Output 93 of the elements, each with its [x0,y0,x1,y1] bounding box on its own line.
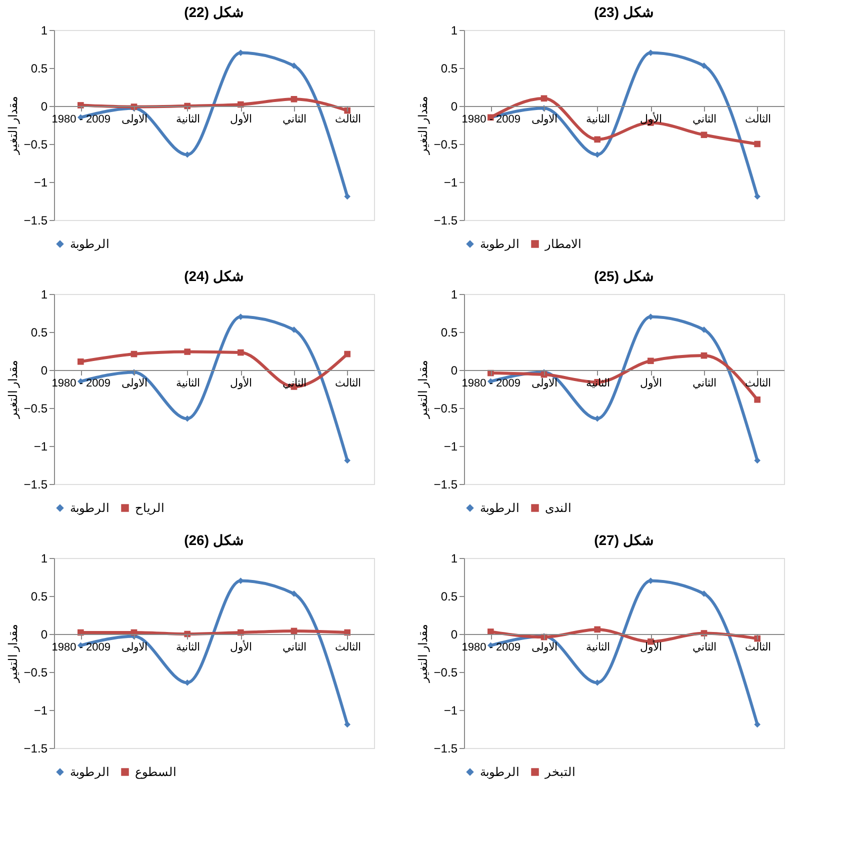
x-tick-label: الاولى [122,378,148,390]
legend-label: الامطار [544,237,581,251]
legend-label: الرطوبة [480,765,519,779]
x-tick-label: الاولى [532,378,558,390]
y-tick-label: −0.5 [434,138,458,152]
y-tick-label: 0.5 [30,590,48,604]
x-tick-label: الاولى [532,114,558,126]
legend-label: الندى [545,501,571,515]
y-axis-title: مقدار التغير [416,96,430,156]
y-tick-label: 1 [40,552,48,566]
y-tick-label: 1 [40,24,48,38]
x-tick-label: 1980 - 2009 [462,114,521,126]
y-tick-label: 0.5 [440,590,458,604]
y-axis-title: مقدار التغير [6,96,20,156]
chart-title: شكل (23) [594,4,654,20]
y-tick-label: −1.5 [24,214,48,228]
x-tick-label: الثالث [334,642,361,654]
x-tick-label: 1980 - 2009 [462,378,521,390]
legend-label: السطوع [135,765,176,779]
y-tick-label: 0.5 [30,62,48,76]
y-tick-label: 0 [40,364,48,378]
chart-title: شكل (26) [184,532,244,548]
y-tick-label: −0.5 [24,138,48,152]
legend-label: الرطوبة [70,237,109,251]
legend-label: الرطوبة [70,765,109,779]
y-tick-label: −0.5 [24,666,48,680]
y-tick-label: −1.5 [434,478,458,492]
y-tick-label: 1 [450,552,458,566]
y-tick-label: 0.5 [440,62,458,76]
legend-label: الرطوبة [70,501,109,515]
x-tick-label: الثاني [692,378,716,390]
x-tick-label: الثالث [744,114,771,126]
x-tick-label: الثالث [334,378,361,390]
y-tick-label: 1 [40,288,48,302]
y-tick-label: −1.5 [24,478,48,492]
x-tick-label: الثالث [744,642,771,654]
y-tick-label: −1 [34,176,48,190]
chart-title: شكل (24) [184,268,244,284]
y-tick-label: 0 [450,628,458,642]
y-tick-label: −0.5 [434,666,458,680]
x-tick-label: الثانية [176,378,200,390]
y-tick-label: −0.5 [434,402,458,416]
y-tick-label: 1 [450,288,458,302]
y-tick-label: −1 [34,440,48,454]
x-tick-label: الثاني [282,378,306,390]
y-tick-label: 0 [450,364,458,378]
x-tick-label: الثاني [282,642,306,654]
y-tick-label: −1.5 [434,214,458,228]
y-tick-label: −1 [444,704,458,718]
y-tick-label: −0.5 [24,402,48,416]
y-tick-label: −1 [444,440,458,454]
x-tick-label: الثانية [176,642,200,654]
x-tick-label: الثانية [176,114,200,126]
legend-label: التبخر [544,765,575,779]
chart-title: شكل (22) [184,4,244,20]
chart-title: شكل (25) [594,268,654,284]
x-tick-label: 1980 - 2009 [52,114,111,126]
x-tick-label: الثالث [334,114,361,126]
x-tick-label: الأول [230,376,252,390]
x-tick-label: الأول [230,640,252,654]
y-tick-label: 0 [450,100,458,114]
x-tick-label: الاولى [122,642,148,654]
x-tick-label: الأول [230,112,252,126]
x-tick-label: الاولى [122,114,148,126]
y-tick-label: −1 [444,176,458,190]
y-tick-label: −1 [34,704,48,718]
y-tick-label: 0 [40,100,48,114]
x-tick-label: الثالث [744,378,771,390]
x-tick-label: 1980 - 2009 [52,642,111,654]
chart-title: شكل (27) [594,532,654,548]
x-tick-label: الثاني [282,114,306,126]
x-tick-label: الثانية [586,114,610,126]
y-tick-label: 0.5 [30,326,48,340]
x-tick-label: 1980 - 2009 [462,642,521,654]
x-tick-label: الاولى [532,642,558,654]
y-tick-label: −1.5 [434,742,458,756]
y-tick-label: 0 [40,628,48,642]
y-tick-label: −1.5 [24,742,48,756]
y-axis-title: مقدار التغير [6,624,20,684]
x-tick-label: الثاني [692,642,716,654]
x-tick-label: الثانية [586,642,610,654]
legend-label: الرياح [135,501,164,515]
x-tick-label: الأول [640,640,662,654]
legend-label: الرطوبة [480,237,519,251]
y-axis-title: مقدار التغير [416,360,430,420]
y-axis-title: مقدار التغير [416,624,430,684]
legend-label: الرطوبة [480,501,519,515]
x-tick-label: الأول [640,376,662,390]
x-tick-label: الثاني [692,114,716,126]
y-tick-label: 1 [450,24,458,38]
x-tick-label: 1980 - 2009 [52,378,111,390]
y-tick-label: 0.5 [440,326,458,340]
y-axis-title: مقدار التغير [6,360,20,420]
